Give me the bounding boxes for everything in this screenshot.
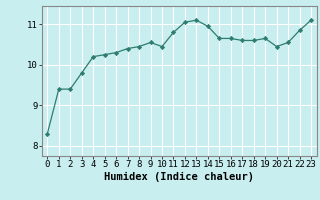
X-axis label: Humidex (Indice chaleur): Humidex (Indice chaleur) [104,172,254,182]
